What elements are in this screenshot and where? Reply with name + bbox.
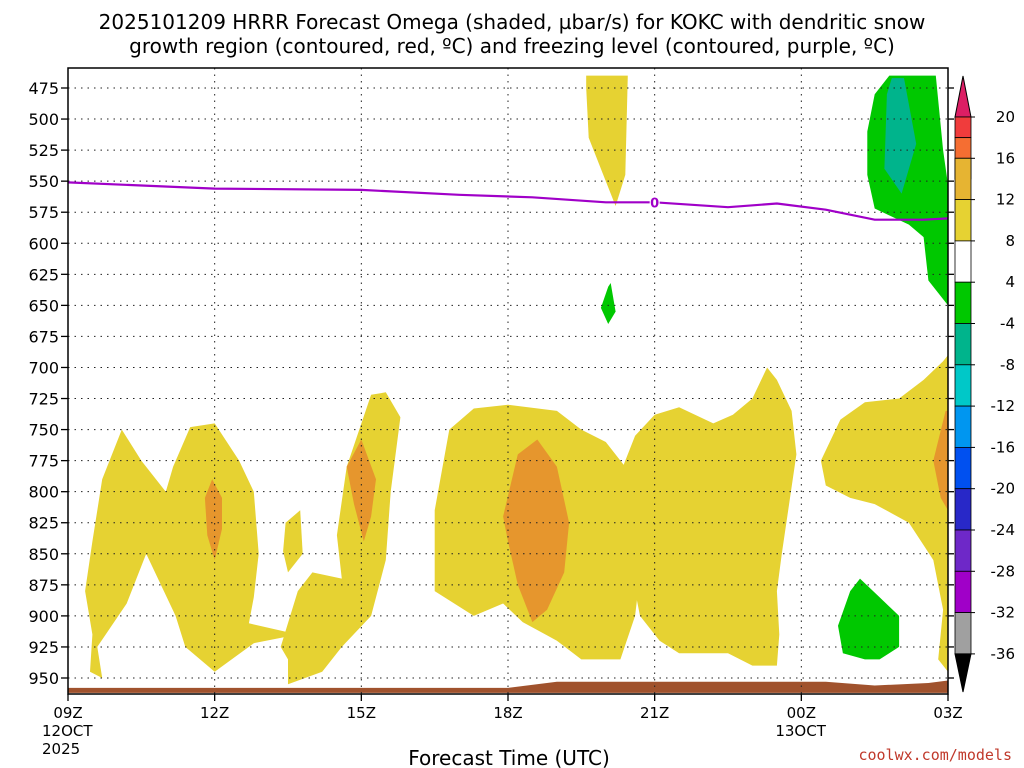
colorbar-label-1: 16 [996,149,1015,167]
colorbar-box-12 [954,488,972,531]
omega-region-14 [838,578,900,660]
colorbar-box-5 [954,199,972,242]
x-tick-date-09Z: 12OCT [42,722,93,740]
x-tick-date-00Z: 13OCT [775,722,826,740]
y-tick-label-525: 525 [28,141,59,160]
y-tick-label-800: 800 [28,483,59,502]
colorbar-box-8 [954,323,972,366]
y-tick-label-950: 950 [28,669,59,688]
colorbar-box-6 [954,240,972,283]
freezing-level-label: 0 [650,196,659,211]
colorbar-label-2: 12 [996,191,1015,209]
y-tick-label-575: 575 [28,203,59,222]
y-tick-label-750: 750 [28,421,59,440]
y-axis: 475 500 525 550 575 600 625 650 675 700 725 750 775 8… [28,79,954,688]
x-tick-label-15Z: 15Z [347,704,376,722]
y-tick-label-900: 900 [28,607,59,626]
omega-region-0 [586,75,628,206]
colorbar-label-0: 20 [996,108,1015,126]
colorbar-box-9 [954,364,972,407]
credit-text[interactable]: coolwx.com/models [858,746,1012,764]
omega-region-6 [283,510,303,573]
x-tick-label-12Z: 12Z [200,704,229,722]
colorbar-label-4: 4 [1005,273,1015,291]
x-tick-year-09Z: 2025 [42,740,80,758]
colorbar-bottom-arrow [954,653,972,693]
colorbar-box-1 [954,116,972,139]
y-tick-label-675: 675 [28,327,59,346]
chart-title-line2: growth region (contoured, red, ºC) and f… [129,34,895,58]
colorbar-label-7: -12 [991,397,1016,415]
y-tick-label-700: 700 [28,358,59,377]
omega-region-11 [620,367,797,666]
y-tick-label-600: 600 [28,234,59,253]
x-tick-label-09Z: 09Z [53,704,82,722]
colorbar-label-5: -4 [1000,315,1015,333]
y-tick-label-625: 625 [28,265,59,284]
colorbar-top-arrow [954,75,972,118]
colorbar-box-11 [954,446,972,490]
freezing-level: 0 [67,181,949,221]
y-tick-label-500: 500 [28,110,59,129]
x-tick-label-03Z: 03Z [933,704,962,722]
omega-region-2 [884,78,917,194]
colorbar-label-11: -28 [991,562,1016,580]
chart-title-line1: 2025101209 HRRR Forecast Omega (shaded, … [99,10,926,34]
colorbar-box-15 [954,612,972,655]
y-tick-label-475: 475 [28,79,59,98]
colorbar-box-7 [954,281,972,324]
y-tick-label-650: 650 [28,296,59,315]
y-tick-label-850: 850 [28,545,59,564]
omega-region-8 [503,439,570,623]
y-tick-label-825: 825 [28,514,59,533]
x-tick-label-18Z: 18Z [493,704,522,722]
colorbar-label-8: -16 [991,438,1016,456]
omega-region-3 [600,283,616,324]
colorbar-box-2 [954,137,972,159]
omega-region-9 [204,479,222,560]
y-tick-label-725: 725 [28,390,59,409]
colorbar-label-6: -8 [1000,356,1015,374]
y-tick-label-925: 925 [28,638,59,657]
omega-region-12 [820,355,948,672]
colorbar-box-13 [954,529,972,572]
omega-region-15 [68,680,948,693]
colorbar-label-13: -36 [991,645,1016,663]
colorbar-box-10 [954,405,972,448]
colorbar: 20 16 12 8 4 -4 -8 -12 -16 -20 -24 -28 -32 -36 [954,75,1016,693]
colorbar-label-3: 8 [1005,232,1015,250]
grid [68,68,948,694]
y-tick-label-875: 875 [28,576,59,595]
x-tick-label-21Z: 21Z [640,704,669,722]
y-tick-label-550: 550 [28,172,59,191]
omega-region-4 [85,423,298,678]
colorbar-label-12: -32 [991,604,1016,622]
x-tick-label-00Z: 00Z [787,704,816,722]
freezing-label-bg [649,195,660,209]
colorbar-label-10: -24 [991,521,1016,539]
colorbar-box-14 [954,570,972,613]
y-tick-label-775: 775 [28,452,59,471]
omega-region-13 [933,410,948,511]
colorbar-label-9: -20 [991,480,1016,498]
colorbar-box-4 [954,157,972,201]
x-axis-label: Forecast Time (UTC) [408,746,610,768]
omega-shading [68,75,948,693]
omega-region-10 [346,439,376,542]
